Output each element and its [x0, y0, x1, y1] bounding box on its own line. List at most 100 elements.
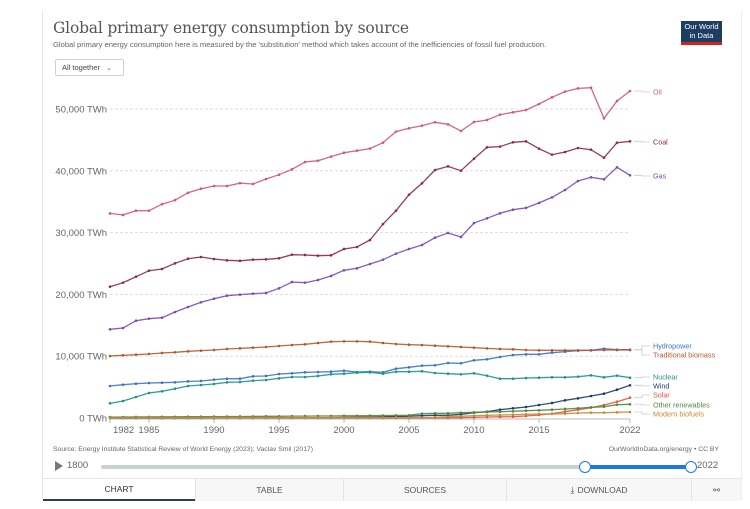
data-point[interactable] [199, 379, 203, 383]
data-point[interactable] [394, 342, 398, 346]
data-point[interactable] [355, 149, 359, 152]
data-point[interactable] [511, 110, 515, 114]
data-point[interactable] [498, 113, 502, 116]
data-point[interactable] [615, 400, 619, 403]
data-point[interactable] [524, 348, 528, 352]
data-point[interactable] [524, 140, 528, 143]
data-point[interactable] [576, 406, 580, 410]
data-point[interactable] [173, 198, 177, 202]
data-point[interactable] [251, 182, 255, 186]
data-point[interactable] [368, 147, 372, 150]
data-point[interactable] [186, 191, 190, 195]
data-point[interactable] [238, 380, 242, 384]
data-point[interactable] [199, 187, 203, 191]
data-point[interactable] [303, 281, 307, 284]
data-point[interactable] [498, 410, 502, 413]
data-point[interactable] [615, 166, 619, 169]
data-point[interactable] [134, 416, 138, 420]
data-point[interactable] [212, 378, 216, 381]
series-modern-biofuels[interactable] [108, 410, 632, 420]
stacking-mode-dropdown[interactable]: All together ⌄ [55, 59, 124, 76]
data-point[interactable] [472, 411, 476, 414]
data-point[interactable] [472, 157, 476, 160]
data-point[interactable] [368, 414, 372, 417]
data-point[interactable] [394, 209, 398, 212]
data-point[interactable] [511, 410, 515, 413]
data-point[interactable] [225, 294, 229, 297]
series-oil[interactable] [108, 86, 632, 217]
data-point[interactable] [498, 145, 502, 148]
data-point[interactable] [381, 416, 385, 419]
legend-label[interactable]: Modern biofuels [653, 410, 705, 419]
data-point[interactable] [290, 375, 294, 379]
data-point[interactable] [420, 124, 424, 127]
series-line[interactable] [109, 87, 631, 216]
data-point[interactable] [498, 415, 502, 419]
data-point[interactable] [342, 247, 346, 251]
data-point[interactable] [550, 196, 554, 199]
data-point[interactable] [628, 174, 632, 177]
data-point[interactable] [589, 349, 593, 352]
data-point[interactable] [550, 351, 554, 354]
data-point[interactable] [173, 381, 177, 384]
data-point[interactable] [212, 297, 216, 301]
data-point[interactable] [290, 416, 294, 420]
data-point[interactable] [212, 382, 216, 386]
owid-logo[interactable]: Our World in Data [681, 21, 722, 45]
data-point[interactable] [147, 381, 151, 385]
data-point[interactable] [316, 278, 320, 282]
legend-label[interactable]: Wind [653, 382, 669, 391]
data-point[interactable] [160, 416, 164, 420]
data-point[interactable] [563, 349, 567, 352]
data-point[interactable] [498, 408, 502, 411]
data-point[interactable] [433, 371, 437, 375]
data-point[interactable] [407, 416, 411, 419]
data-point[interactable] [394, 252, 398, 255]
data-point[interactable] [199, 349, 203, 352]
data-point[interactable] [303, 416, 307, 419]
legend-label[interactable]: Hydropower [653, 342, 692, 351]
data-point[interactable] [277, 372, 281, 376]
data-point[interactable] [186, 305, 190, 309]
data-point[interactable] [407, 366, 411, 369]
data-point[interactable] [225, 377, 229, 380]
data-point[interactable] [329, 373, 333, 376]
data-point[interactable] [134, 319, 138, 322]
data-point[interactable] [511, 406, 515, 410]
data-point[interactable] [329, 370, 333, 374]
data-point[interactable] [264, 177, 268, 181]
data-point[interactable] [264, 345, 268, 349]
data-point[interactable] [459, 129, 463, 133]
data-point[interactable] [316, 254, 320, 257]
data-point[interactable] [186, 257, 190, 260]
data-point[interactable] [602, 348, 606, 352]
data-point[interactable] [628, 376, 632, 380]
data-point[interactable] [173, 262, 177, 265]
data-point[interactable] [485, 357, 489, 361]
data-point[interactable] [407, 247, 411, 251]
data-point[interactable] [550, 349, 554, 352]
data-point[interactable] [147, 317, 151, 320]
series-coal[interactable] [108, 140, 632, 288]
data-point[interactable] [576, 146, 580, 150]
data-point[interactable] [420, 182, 424, 185]
data-point[interactable] [329, 155, 333, 158]
data-point[interactable] [316, 159, 320, 162]
data-point[interactable] [381, 222, 385, 226]
data-point[interactable] [394, 367, 398, 370]
data-point[interactable] [407, 126, 411, 130]
data-point[interactable] [537, 147, 541, 150]
data-point[interactable] [355, 245, 359, 249]
data-point[interactable] [147, 416, 151, 420]
data-point[interactable] [186, 416, 190, 420]
play-icon[interactable] [55, 461, 63, 471]
data-point[interactable] [251, 379, 255, 382]
data-point[interactable] [160, 390, 164, 393]
data-point[interactable] [394, 416, 398, 419]
data-point[interactable] [615, 374, 619, 377]
data-point[interactable] [537, 376, 541, 380]
data-point[interactable] [121, 354, 125, 357]
data-point[interactable] [420, 414, 424, 418]
data-point[interactable] [420, 243, 424, 247]
legend-label[interactable]: Nuclear [653, 373, 678, 382]
